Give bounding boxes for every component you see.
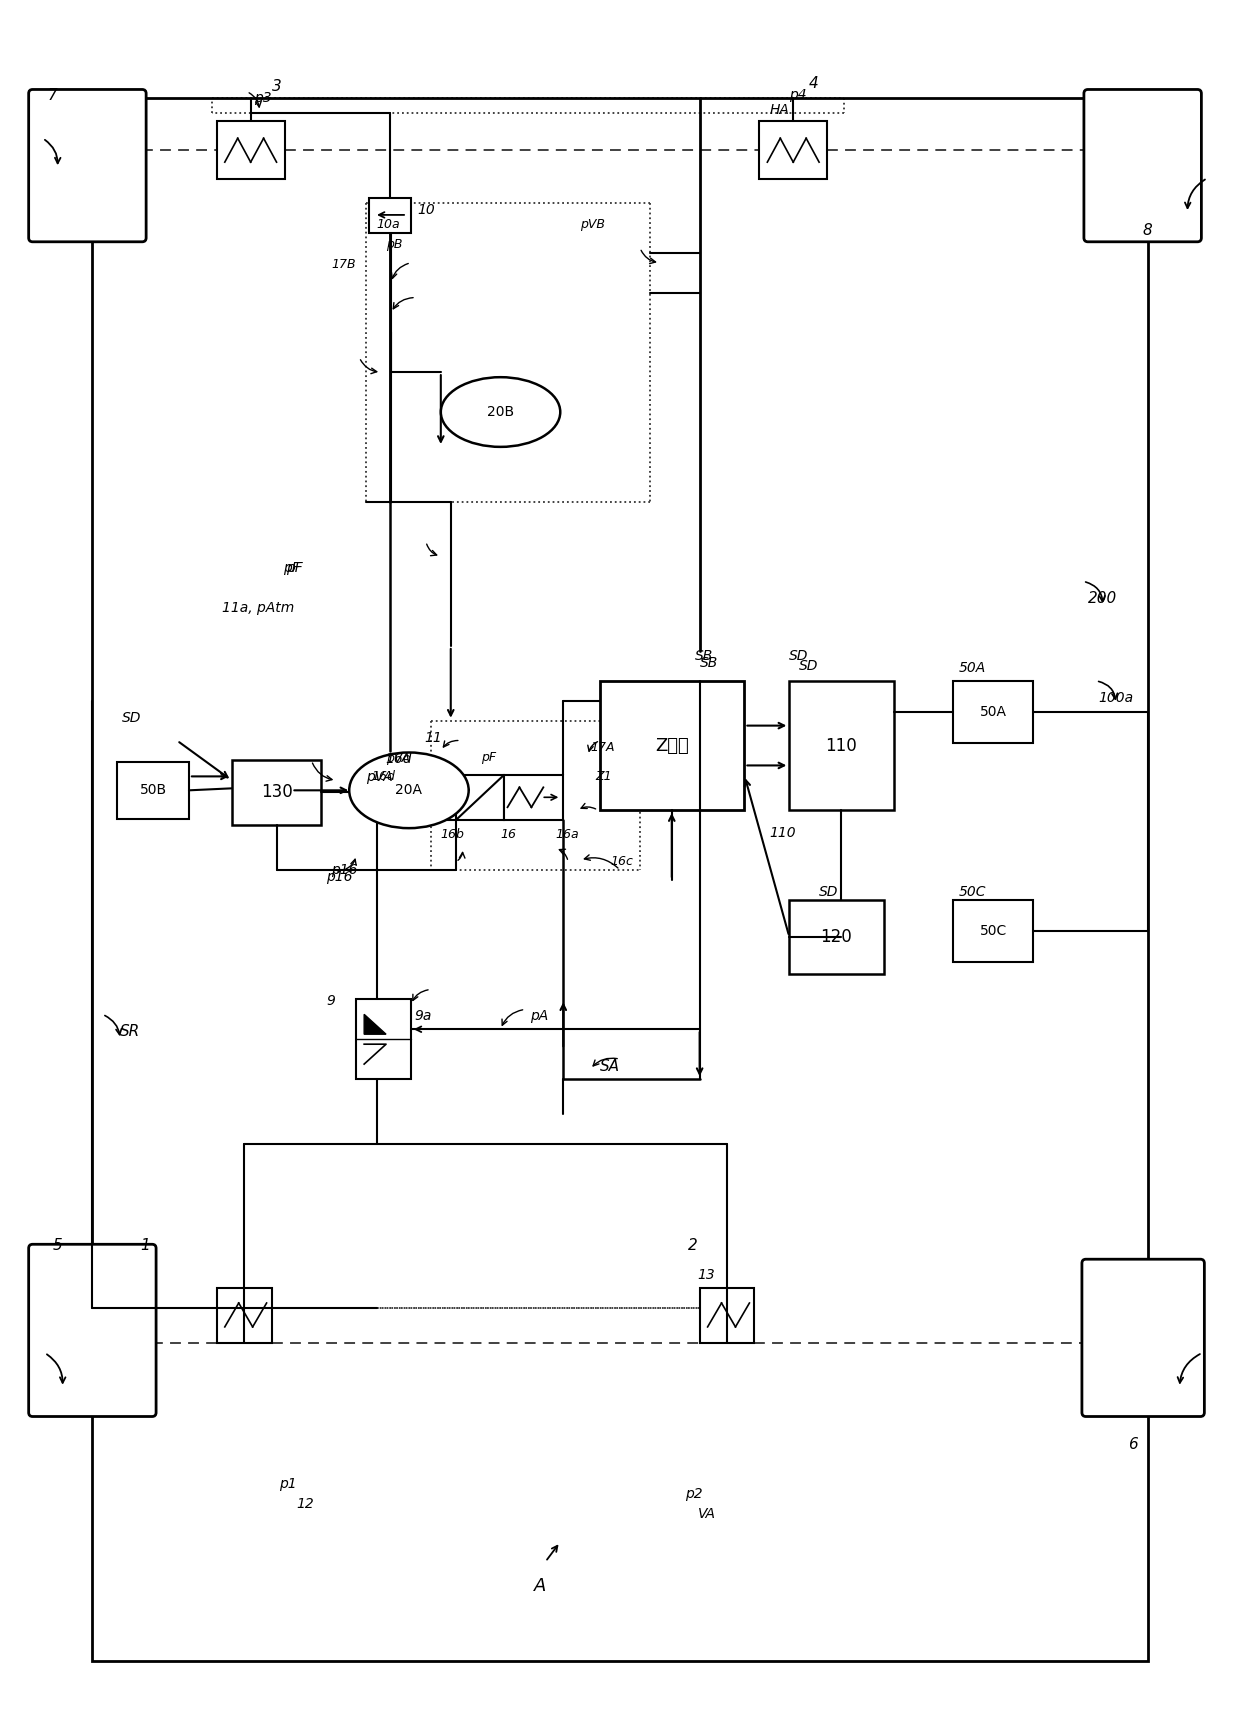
Text: 1: 1 [140,1239,150,1254]
Text: 16: 16 [501,828,517,842]
Text: VA: VA [698,1508,715,1521]
Bar [789,900,884,975]
Bar [232,761,321,825]
FancyBboxPatch shape [1084,90,1202,242]
Text: SB: SB [699,656,718,669]
Text: pB: pB [386,238,403,250]
Text: 10a: 10a [376,217,399,231]
Text: SR: SR [120,1025,140,1038]
Ellipse shape [440,378,560,447]
Polygon shape [365,1014,386,1035]
Bar [356,999,410,1080]
Text: 50C: 50C [959,885,986,899]
Text: 16d: 16d [371,771,396,783]
Text: 20B: 20B [487,405,515,419]
Bar [217,1289,272,1342]
Text: 16b: 16b [440,828,465,842]
Text: pVA: pVA [386,752,410,766]
Bar [600,681,744,811]
Text: pVB: pVB [580,217,605,231]
Bar [217,121,284,179]
Text: SD: SD [789,649,808,662]
Text: 17B: 17B [331,257,356,271]
Text: SB: SB [694,649,713,662]
Text: 110: 110 [769,826,796,840]
Text: SD: SD [800,659,818,673]
Text: SA: SA [600,1059,620,1075]
Text: 100a: 100a [1097,690,1133,706]
Text: 5: 5 [52,1239,62,1254]
Text: pF: pF [284,561,300,576]
Text: pF: pF [286,561,304,576]
Text: 10: 10 [417,204,435,217]
Text: 16c: 16c [610,856,632,868]
FancyBboxPatch shape [1083,1259,1204,1416]
Text: 50A: 50A [959,661,986,674]
Text: 50C: 50C [980,923,1007,938]
Text: HA: HA [769,104,789,117]
Text: 6: 6 [1127,1437,1137,1452]
Text: p16: p16 [326,869,353,883]
Bar [118,762,188,819]
Ellipse shape [350,752,469,828]
Bar [456,776,503,819]
Text: 9a: 9a [414,1009,432,1023]
Text: SD: SD [123,711,141,724]
Text: 12: 12 [296,1497,314,1511]
Text: pF: pF [481,750,496,764]
Bar [503,776,563,819]
FancyBboxPatch shape [29,1244,156,1416]
Text: pA: pA [531,1009,548,1023]
Text: 7: 7 [47,88,57,104]
Text: 130: 130 [260,783,293,802]
Bar [370,198,410,233]
Text: 3: 3 [272,79,281,93]
Text: p3: p3 [254,91,272,105]
Text: p4: p4 [789,88,807,102]
Text: p16: p16 [331,862,358,876]
Text: Z1: Z1 [595,771,611,783]
Text: SD: SD [820,885,838,899]
Text: 16d: 16d [386,752,412,766]
Text: 50B: 50B [140,783,166,797]
Text: 11: 11 [424,731,441,745]
Bar [954,681,1033,742]
Text: 2: 2 [688,1239,697,1254]
Bar [954,900,1033,961]
Text: pVA: pVA [366,771,393,785]
Text: 8: 8 [1142,223,1152,238]
Text: 13: 13 [698,1268,715,1282]
Text: 50A: 50A [980,706,1007,719]
FancyBboxPatch shape [29,90,146,242]
Text: 110: 110 [825,737,857,754]
Bar [759,121,827,179]
Text: p1: p1 [279,1477,298,1490]
Bar [699,1289,754,1342]
Bar [92,98,1148,1661]
Text: 120: 120 [820,928,852,945]
Text: p2: p2 [684,1487,702,1501]
Text: 200: 200 [1087,592,1117,605]
Text: 4: 4 [810,76,818,90]
Text: 20A: 20A [396,783,423,797]
Bar [789,681,894,811]
Text: 9: 9 [326,994,335,1009]
Text: Z目标: Z目标 [655,737,688,754]
Text: A: A [534,1577,547,1596]
Text: 11a, pAtm: 11a, pAtm [222,602,294,616]
Text: 17A: 17A [590,740,615,754]
Text: 16a: 16a [556,828,579,842]
